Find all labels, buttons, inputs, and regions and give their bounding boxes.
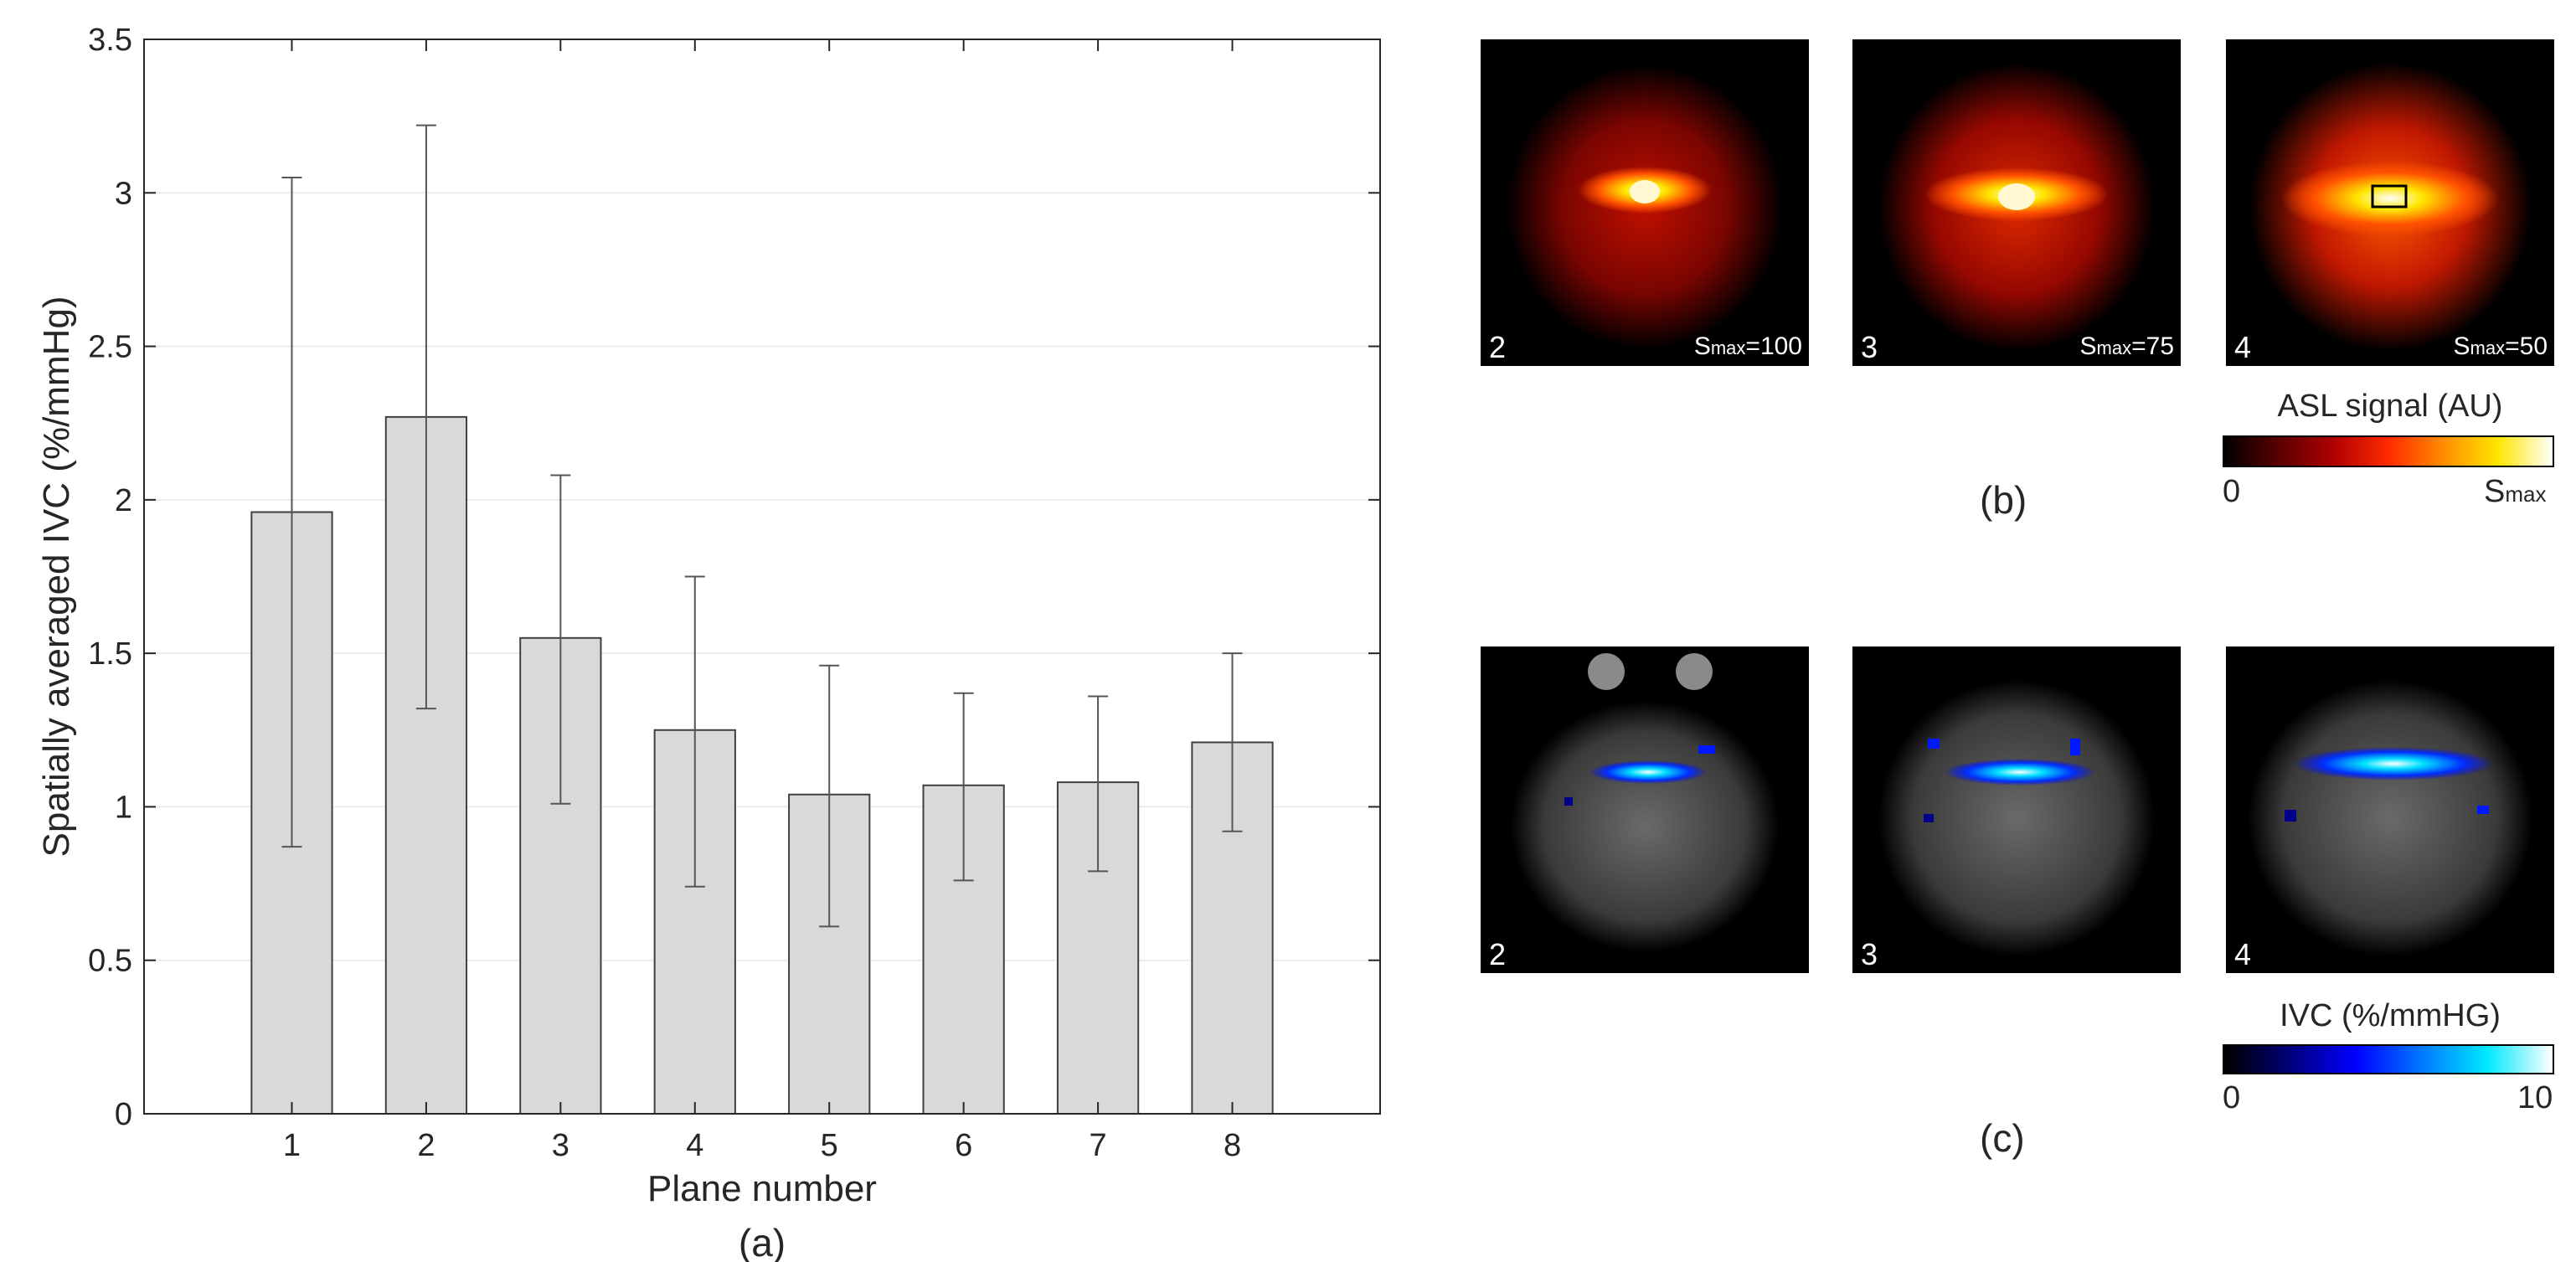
colorbar-max-symbol: S bbox=[2484, 474, 2506, 509]
y-tick-label: 3.5 bbox=[88, 23, 132, 58]
smax-label: Smax=75 bbox=[2080, 334, 2174, 361]
x-tick-label: 7 bbox=[1090, 1128, 1107, 1163]
ivc-image-plane-3: 3 bbox=[1852, 646, 2181, 973]
ivc-colorbar-min: 0 bbox=[2223, 1080, 2241, 1115]
asl-colorbar-min: 0 bbox=[2223, 474, 2241, 509]
smax-value: =50 bbox=[2505, 332, 2548, 360]
image-plane-number: 4 bbox=[2234, 937, 2252, 971]
image-plane-number: 4 bbox=[2234, 330, 2252, 364]
asl-image-plane-3: 3 Smax=75 bbox=[1852, 39, 2181, 366]
panel-b-caption: (b) bbox=[1980, 478, 2027, 522]
image-plane-number: 3 bbox=[1861, 330, 1878, 364]
asl-brain-map bbox=[2249, 63, 2531, 351]
ivc-colorbar-max: 10 bbox=[2517, 1080, 2553, 1115]
y-tick-label: 0.5 bbox=[88, 944, 132, 979]
smax-value: =100 bbox=[1745, 332, 1802, 360]
bar-chart: 0 0.5 1 1.5 2 2.5 3 3.5 1 2 3 4 5 6 7 8 Plane number Spat… bbox=[36, 23, 1381, 1262]
smax-symbol: S bbox=[2079, 332, 2097, 360]
smax-sub: max bbox=[1710, 337, 1746, 358]
image-plane-number: 2 bbox=[1489, 937, 1507, 971]
x-tick-label: 8 bbox=[1224, 1128, 1241, 1163]
y-tick-label: 2 bbox=[115, 483, 132, 518]
ivc-image-plane-4: 4 bbox=[2226, 646, 2554, 973]
ivc-image-plane-2: 2 bbox=[1481, 646, 1809, 973]
plot-area bbox=[144, 39, 1380, 1114]
ivc-colorbar-title: IVC (%/mmHG) bbox=[2280, 998, 2501, 1033]
x-axis-label: Plane number bbox=[647, 1168, 877, 1209]
y-axis-label: Spatially averaged IVC (%/mmHg) bbox=[36, 296, 77, 857]
smax-symbol: S bbox=[2453, 332, 2470, 360]
asl-brain-map bbox=[1507, 64, 1783, 349]
colorbar-max-sub: max bbox=[2505, 482, 2547, 507]
image-plane-number: 2 bbox=[1489, 330, 1507, 364]
x-tick-label: 2 bbox=[417, 1128, 435, 1163]
smax-symbol: S bbox=[1693, 332, 1711, 360]
ivc-brain-map bbox=[2248, 680, 2532, 956]
smax-label: Smax=100 bbox=[1694, 334, 1802, 361]
asl-colorbar bbox=[2223, 435, 2554, 467]
x-tick-label: 5 bbox=[821, 1128, 838, 1163]
image-plane-number: 3 bbox=[1861, 937, 1878, 971]
axes-box bbox=[143, 39, 1381, 1115]
smax-value: =75 bbox=[2131, 332, 2174, 360]
y-tick-label: 0 bbox=[115, 1097, 132, 1132]
ivc-brain-map bbox=[1878, 680, 2155, 956]
asl-image-plane-4: 4 Smax=50 bbox=[2226, 39, 2554, 366]
asl-colorbar-title: ASL signal (AU) bbox=[2277, 389, 2503, 424]
smax-label: Smax=50 bbox=[2454, 334, 2548, 361]
asl-brain-map bbox=[1878, 63, 2155, 351]
panel-a-caption: (a) bbox=[739, 1221, 786, 1262]
y-tick-label: 1 bbox=[115, 790, 132, 825]
y-tick-label: 3 bbox=[115, 176, 132, 211]
smax-sub: max bbox=[2470, 337, 2506, 358]
panel-c-caption: (c) bbox=[1980, 1116, 2025, 1160]
ivc-colorbar bbox=[2223, 1044, 2554, 1074]
asl-colorbar-max: Smax bbox=[2484, 474, 2546, 510]
x-tick-label: 1 bbox=[283, 1128, 301, 1163]
y-tick-label: 2.5 bbox=[88, 330, 132, 365]
x-tick-label: 3 bbox=[552, 1128, 569, 1163]
y-tick-label: 1.5 bbox=[88, 636, 132, 672]
x-tick-label: 4 bbox=[686, 1128, 703, 1163]
asl-image-plane-2: 2 Smax=100 bbox=[1481, 39, 1809, 366]
x-tick-label: 6 bbox=[955, 1128, 972, 1163]
smax-sub: max bbox=[2096, 337, 2132, 358]
ivc-brain-map bbox=[1511, 653, 1779, 952]
